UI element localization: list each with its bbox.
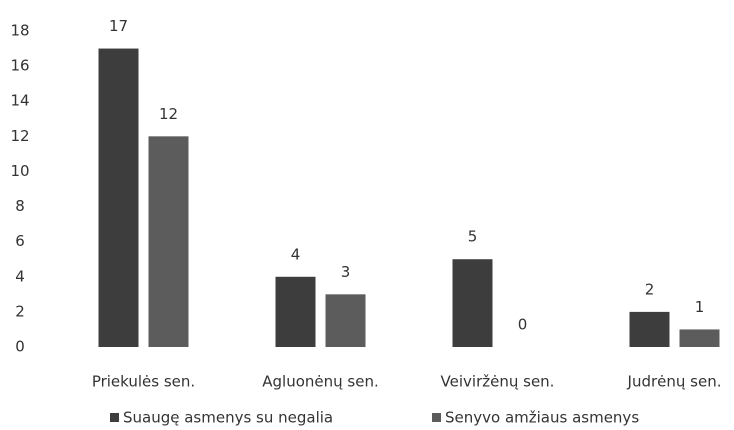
- y-tick-label: 6: [15, 232, 25, 250]
- y-tick-label: 18: [10, 22, 29, 40]
- bar: [452, 259, 493, 347]
- data-label: 3: [341, 263, 351, 281]
- data-label: 17: [109, 17, 128, 35]
- data-label: 12: [159, 105, 178, 123]
- y-tick-label: 8: [15, 197, 25, 215]
- bar: [679, 329, 720, 347]
- x-tick-label: Veiviržėnų sen.: [441, 373, 555, 391]
- y-tick-label: 12: [10, 127, 29, 145]
- bar: [98, 48, 139, 348]
- legend-label: Senyvo amžiaus asmenys: [445, 409, 639, 427]
- y-tick-label: 10: [10, 162, 29, 180]
- data-label: 5: [468, 228, 478, 246]
- y-tick-label: 16: [10, 57, 29, 75]
- y-tick-label: 4: [15, 267, 25, 285]
- bar: [148, 136, 189, 347]
- data-label: 0: [518, 316, 528, 334]
- legend-label: Suaugę asmenys su negalia: [123, 409, 333, 427]
- legend-swatch: [110, 413, 119, 422]
- x-tick-label: Priekulės sen.: [92, 373, 195, 391]
- data-label: 1: [695, 298, 705, 316]
- x-tick-label: Agluonėnų sen.: [262, 373, 378, 391]
- data-label: 2: [645, 280, 655, 298]
- bar: [275, 276, 316, 347]
- y-tick-label: 2: [15, 302, 25, 320]
- y-tick-label: 0: [15, 338, 25, 356]
- data-label: 4: [291, 245, 301, 263]
- legend-swatch: [432, 413, 441, 422]
- bar: [325, 294, 366, 347]
- bar: [629, 311, 670, 347]
- x-tick-label: Judrėnų sen.: [627, 373, 722, 391]
- y-tick-label: 14: [10, 92, 29, 110]
